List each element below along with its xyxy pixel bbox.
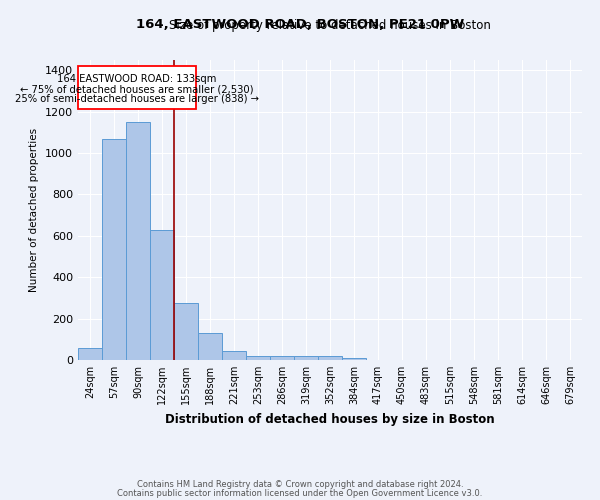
Bar bbox=[294, 356, 318, 360]
Bar bbox=[222, 352, 246, 360]
Bar bbox=[78, 348, 102, 360]
X-axis label: Distribution of detached houses by size in Boston: Distribution of detached houses by size … bbox=[165, 412, 495, 426]
Title: Size of property relative to detached houses in Boston: Size of property relative to detached ho… bbox=[169, 20, 491, 32]
Y-axis label: Number of detached properties: Number of detached properties bbox=[29, 128, 40, 292]
Bar bbox=[78, 66, 196, 108]
Bar bbox=[342, 358, 366, 360]
Text: Contains public sector information licensed under the Open Government Licence v3: Contains public sector information licen… bbox=[118, 489, 482, 498]
Text: ← 75% of detached houses are smaller (2,530): ← 75% of detached houses are smaller (2,… bbox=[20, 84, 254, 94]
Text: 164, EASTWOOD ROAD, BOSTON, PE21 0PW: 164, EASTWOOD ROAD, BOSTON, PE21 0PW bbox=[136, 18, 464, 30]
Text: 164 EASTWOOD ROAD: 133sqm: 164 EASTWOOD ROAD: 133sqm bbox=[57, 74, 217, 84]
Bar bbox=[246, 356, 270, 360]
Bar bbox=[150, 230, 174, 360]
Bar bbox=[126, 122, 150, 360]
Bar bbox=[318, 356, 342, 360]
Bar bbox=[270, 356, 294, 360]
Text: Contains HM Land Registry data © Crown copyright and database right 2024.: Contains HM Land Registry data © Crown c… bbox=[137, 480, 463, 489]
Bar bbox=[102, 138, 126, 360]
Bar bbox=[174, 303, 198, 360]
Text: 25% of semi-detached houses are larger (838) →: 25% of semi-detached houses are larger (… bbox=[15, 94, 259, 104]
Bar bbox=[198, 333, 222, 360]
